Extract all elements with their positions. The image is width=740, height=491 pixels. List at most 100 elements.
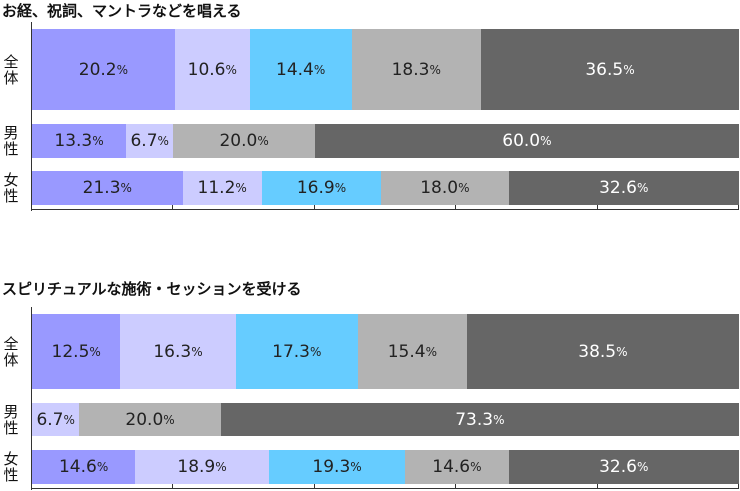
bar-segment bbox=[32, 450, 136, 484]
data-label: 15.4% bbox=[358, 314, 467, 389]
data-label: 21.3% bbox=[32, 171, 183, 205]
data-label-value: 73.3 bbox=[455, 409, 494, 430]
data-label: 18.0% bbox=[381, 171, 508, 205]
data-label-unit: % bbox=[616, 344, 628, 359]
data-label: 60.0% bbox=[315, 124, 739, 158]
bar-segment bbox=[357, 314, 467, 389]
data-label-unit: % bbox=[540, 134, 552, 148]
data-label-value: 20.0 bbox=[219, 131, 258, 151]
data-label-value: 16.9 bbox=[296, 178, 335, 198]
data-label-unit: % bbox=[63, 412, 75, 427]
data-label-unit: % bbox=[92, 134, 104, 148]
data-label-value: 19.3 bbox=[312, 457, 351, 477]
bar-segment bbox=[174, 29, 250, 110]
data-label-unit: % bbox=[458, 181, 470, 195]
data-label-unit: % bbox=[157, 134, 169, 148]
data-label: 16.9% bbox=[262, 171, 381, 205]
bar-segment bbox=[405, 450, 509, 484]
data-label-value: 20.0 bbox=[125, 409, 164, 430]
bar-segment bbox=[173, 124, 315, 158]
chart-1-x-axis bbox=[31, 209, 739, 210]
chart-2-x-tick bbox=[455, 484, 456, 489]
bar-segment bbox=[466, 314, 739, 389]
data-label: 6.7% bbox=[126, 124, 173, 158]
data-label-unit: % bbox=[215, 460, 227, 474]
chart-1-title: お経、祝詞、マントラなどを唱える bbox=[2, 2, 242, 20]
data-label-unit: % bbox=[235, 181, 247, 195]
data-label: 20.2% bbox=[32, 29, 175, 110]
data-label-value: 14.4 bbox=[276, 59, 314, 80]
data-label-value: 10.6 bbox=[187, 59, 226, 80]
bar-segment bbox=[126, 124, 174, 158]
chart-1-row-label: 女性 bbox=[3, 171, 19, 205]
data-label: 19.3% bbox=[269, 450, 405, 484]
data-label-value: 32.6 bbox=[599, 457, 637, 477]
data-label: 14.4% bbox=[250, 29, 352, 110]
bar-segment bbox=[235, 314, 358, 389]
data-label-value: 17.3 bbox=[272, 341, 310, 362]
bar-segment bbox=[32, 314, 121, 389]
data-label: 18.3% bbox=[352, 29, 481, 110]
data-label: 14.6% bbox=[32, 450, 135, 484]
data-label: 11.2% bbox=[183, 171, 262, 205]
chart-2-row-label: 全体 bbox=[3, 334, 19, 369]
data-label-value: 15.4 bbox=[387, 341, 426, 362]
data-label-value: 18.0 bbox=[420, 178, 459, 198]
chart-1-y-axis bbox=[31, 22, 32, 211]
bar-segment bbox=[261, 171, 382, 205]
data-label: 6.7% bbox=[32, 403, 79, 436]
data-label-unit: % bbox=[257, 134, 269, 148]
data-label-unit: % bbox=[313, 62, 326, 77]
chart-1-row-label: 男性 bbox=[3, 124, 19, 158]
data-label: 10.6% bbox=[175, 29, 250, 110]
bar-segment bbox=[32, 124, 127, 158]
chart-1-x-tick bbox=[597, 205, 598, 210]
data-label-value: 20.2 bbox=[78, 59, 117, 80]
chart-2-y-axis bbox=[31, 307, 32, 490]
data-label: 73.3% bbox=[221, 403, 739, 436]
bar-segment bbox=[314, 124, 739, 158]
chart-2-x-tick bbox=[597, 484, 598, 489]
data-label-unit: % bbox=[623, 62, 635, 77]
data-label-value: 18.3 bbox=[391, 59, 430, 80]
data-label: 18.9% bbox=[135, 450, 269, 484]
chart-1-x-tick bbox=[314, 205, 315, 210]
data-label: 32.6% bbox=[509, 171, 739, 205]
data-label: 20.0% bbox=[79, 403, 220, 436]
data-label-unit: % bbox=[116, 62, 129, 77]
bar-segment bbox=[220, 403, 739, 436]
data-label-value: 21.3 bbox=[82, 178, 121, 198]
chart-2-x-tick bbox=[172, 484, 173, 489]
bar-segment bbox=[268, 450, 406, 484]
data-label: 16.3% bbox=[120, 314, 235, 389]
data-label-value: 11.2 bbox=[197, 178, 236, 198]
data-label-unit: % bbox=[350, 460, 362, 474]
data-label-value: 14.6 bbox=[58, 457, 97, 477]
data-label-unit: % bbox=[636, 181, 649, 195]
chart-1-x-tick bbox=[31, 205, 32, 210]
bar-segment bbox=[381, 171, 509, 205]
data-label: 38.5% bbox=[467, 314, 739, 389]
data-label-value: 12.5 bbox=[51, 341, 90, 362]
bar-segment bbox=[32, 171, 183, 205]
bar-segment bbox=[508, 171, 739, 205]
data-label: 20.0% bbox=[173, 124, 314, 158]
data-label-unit: % bbox=[470, 460, 482, 474]
data-label: 36.5% bbox=[481, 29, 739, 110]
chart-2-x-axis bbox=[31, 488, 739, 489]
chart-1-x-tick bbox=[455, 205, 456, 210]
chart-2-x-tick bbox=[314, 484, 315, 489]
data-label-unit: % bbox=[163, 412, 175, 427]
data-label-value: 6.7 bbox=[130, 131, 158, 151]
data-label-unit: % bbox=[334, 181, 347, 195]
bar-segment bbox=[480, 29, 739, 110]
data-label: 32.6% bbox=[509, 450, 739, 484]
data-label-unit: % bbox=[89, 344, 101, 359]
data-label-unit: % bbox=[96, 460, 109, 474]
data-label-value: 60.0 bbox=[502, 131, 541, 151]
chart-2-row-label: 女性 bbox=[3, 450, 19, 484]
bar-segment bbox=[351, 29, 481, 110]
chart-2-row-label: 男性 bbox=[3, 402, 19, 437]
bar-segment bbox=[182, 171, 262, 205]
data-label: 17.3% bbox=[236, 314, 358, 389]
